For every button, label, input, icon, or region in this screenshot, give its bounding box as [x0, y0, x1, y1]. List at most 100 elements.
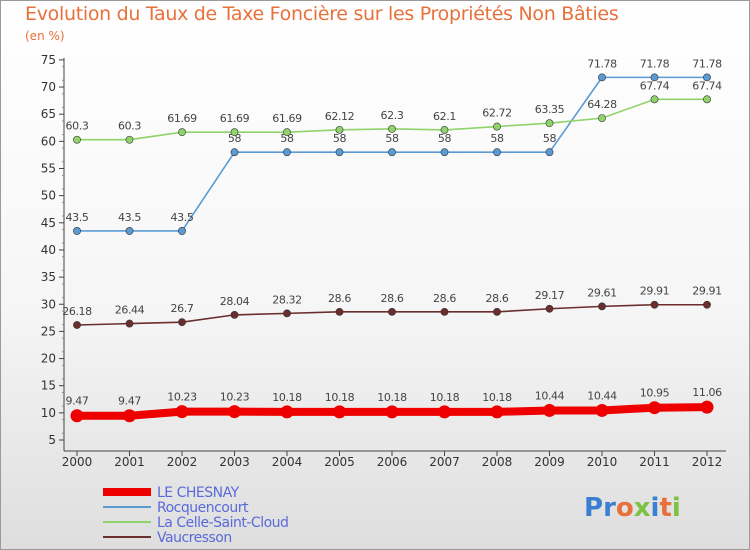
data-point — [648, 401, 661, 415]
data-label: 28.6 — [328, 292, 351, 305]
series-vaucresson: 26.18 26.44 26.7 28.04 28.32 28.6 28.6 28.6 28.6… — [62, 285, 722, 329]
data-point — [385, 405, 399, 419]
data-point — [440, 126, 449, 134]
data-point — [493, 307, 501, 316]
data-label: 58 — [490, 132, 504, 145]
data-label: 10.18 — [377, 391, 407, 404]
x-tick-label: 2000 — [62, 455, 93, 469]
x-tick-label: 2008 — [482, 455, 513, 469]
data-point — [545, 148, 554, 157]
data-point — [73, 135, 81, 144]
data-label: 10.44 — [535, 389, 565, 402]
data-point — [280, 405, 294, 419]
data-label: 60.3 — [66, 120, 89, 133]
data-label: 67.74 — [692, 79, 722, 92]
data-point — [388, 307, 396, 316]
data-point — [123, 409, 136, 423]
data-label: 67.74 — [640, 79, 670, 92]
data-point — [178, 227, 186, 235]
data-label: 61.69 — [272, 112, 302, 125]
proxiti-logo: Proxiti — [584, 493, 681, 523]
data-label: 26.18 — [62, 305, 92, 318]
data-label: 62.1 — [433, 110, 456, 123]
x-tick-label: 2010 — [587, 455, 618, 469]
data-label: 71.78 — [587, 57, 617, 70]
data-point — [440, 148, 449, 157]
data-label: 71.78 — [692, 57, 722, 70]
data-label: 9.47 — [66, 395, 89, 408]
data-point — [598, 114, 606, 123]
data-label: 43.5 — [66, 211, 89, 224]
data-point — [598, 73, 606, 82]
data-label: 29.91 — [692, 285, 722, 298]
data-label: 10.18 — [482, 391, 512, 404]
data-label: 10.23 — [220, 391, 250, 404]
data-point — [543, 403, 556, 417]
data-point — [230, 148, 239, 157]
data-point — [178, 128, 186, 137]
x-tick-label: 2002 — [167, 455, 198, 469]
legend-label-la-celle-saint-cloud: La Celle-Saint-Cloud — [157, 515, 288, 531]
legend-label-vaucresson: Vaucresson — [157, 530, 232, 546]
data-point — [700, 400, 714, 414]
data-point — [545, 119, 554, 128]
data-point — [228, 405, 241, 419]
data-point — [440, 307, 449, 316]
data-point — [335, 125, 344, 134]
data-point — [73, 227, 81, 235]
data-label: 10.44 — [587, 389, 617, 402]
data-point — [175, 405, 189, 419]
data-label: 58 — [280, 132, 294, 145]
y-tick-label: 70 — [41, 80, 56, 94]
data-label: 62.3 — [381, 109, 404, 122]
data-label: 10.18 — [430, 391, 460, 404]
y-tick-label: 5 — [48, 433, 56, 447]
data-point — [70, 409, 84, 423]
data-label: 10.18 — [272, 391, 302, 404]
data-point — [333, 405, 346, 419]
y-tick-label: 20 — [41, 352, 56, 366]
y-tick-label: 65 — [41, 107, 56, 121]
data-label: 62.72 — [482, 107, 512, 120]
y-tick-label: 60 — [41, 134, 56, 148]
y-tick-label: 25 — [41, 324, 56, 338]
data-point — [125, 319, 134, 328]
data-point — [545, 304, 554, 313]
data-point — [335, 148, 344, 157]
data-label: 62.12 — [325, 110, 355, 123]
data-label: 28.32 — [272, 293, 302, 306]
data-label: 58 — [228, 132, 242, 145]
data-label: 60.3 — [118, 120, 141, 133]
y-tick-label: 50 — [41, 189, 56, 203]
data-point — [73, 321, 81, 329]
x-tick-label: 2006 — [377, 455, 408, 469]
data-point — [490, 405, 504, 419]
x-tick-label: 2004 — [272, 455, 303, 469]
data-point — [703, 95, 711, 104]
data-point — [650, 95, 659, 104]
data-label: 10.18 — [325, 391, 355, 404]
data-label: 10.95 — [640, 387, 670, 400]
data-label: 63.35 — [535, 103, 565, 116]
data-label: 58 — [385, 132, 399, 145]
data-label: 10.23 — [167, 391, 197, 404]
data-point — [125, 227, 134, 235]
data-point — [703, 73, 711, 82]
data-point — [388, 148, 396, 157]
legend-label-le-chesnay: LE CHESNAY — [157, 485, 240, 501]
data-label: 28.04 — [220, 295, 250, 308]
data-label: 28.6 — [433, 292, 456, 305]
data-point — [438, 405, 451, 419]
chart-title: Evolution du Taux de Taxe Foncière sur l… — [25, 3, 619, 25]
data-label: 26.44 — [115, 304, 145, 317]
data-point — [493, 122, 501, 131]
data-point — [703, 300, 711, 309]
data-label: 64.28 — [587, 98, 617, 111]
data-point — [598, 302, 606, 311]
x-tick-label: 2012 — [692, 455, 723, 469]
y-tick-label: 30 — [41, 297, 56, 311]
data-label: 61.69 — [167, 112, 197, 125]
x-tick-label: 2011 — [639, 455, 670, 469]
data-point — [650, 73, 659, 82]
